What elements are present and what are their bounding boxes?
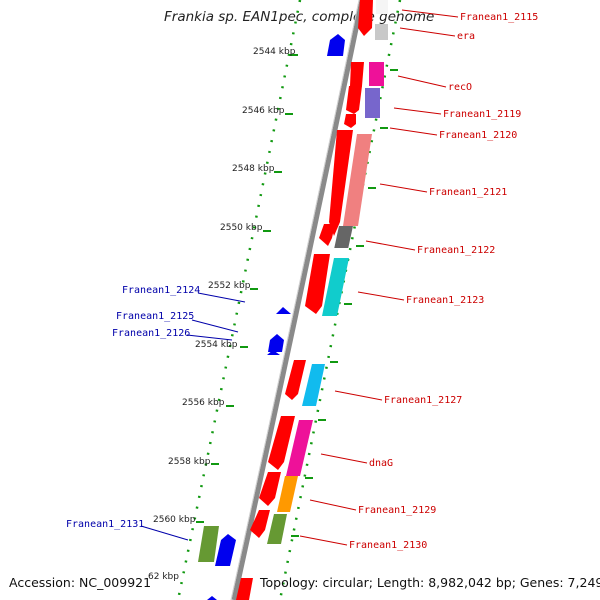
leader-franean1-2123 — [357, 291, 405, 301]
label-franean1-2115[interactable]: Franean1_2115 — [460, 12, 538, 23]
leader-era — [399, 27, 456, 37]
leader-franean1-2124 — [197, 292, 246, 303]
gene-franean1-2130-category — [267, 514, 287, 544]
leader-dnaG — [320, 453, 368, 464]
tick-label-2554: 2554 kbp — [195, 340, 238, 350]
label-franean1-2130[interactable]: Franean1_2130 — [349, 540, 427, 551]
label-franean1-2120[interactable]: Franean1_2120 — [439, 130, 517, 141]
gene-franean1-2129-category — [277, 476, 298, 512]
tick-label-2544: 2544 kbp — [253, 47, 296, 57]
leader-franean1-2127 — [334, 390, 383, 401]
tick-label-2556: 2556 kbp — [182, 398, 225, 408]
gene-era-category — [375, 24, 388, 40]
tick-label-2548: 2548 kbp — [232, 164, 275, 174]
leader-recO — [397, 75, 447, 88]
gene-franean1-2120[interactable] — [344, 114, 356, 128]
gene-franean1-2125[interactable] — [268, 334, 284, 352]
gene-franean1-2127[interactable] — [285, 360, 306, 400]
forward-genes — [236, 0, 388, 600]
tick-label-2546: 2546 kbp — [242, 106, 285, 116]
gene-franean1-2127-category — [302, 364, 325, 406]
gene-franean1-2121-category — [343, 134, 372, 226]
leader-franean1-2119 — [393, 107, 442, 115]
label-franean1-2126[interactable]: Franean1_2126 — [112, 328, 190, 339]
gene-franean1-2122[interactable] — [319, 224, 335, 246]
label-era[interactable]: era — [457, 31, 475, 42]
tick-marks: 2544 kbp 2546 kbp 2548 kbp 2550 kbp 2552… — [148, 47, 398, 582]
tick-label-2552: 2552 kbp — [208, 281, 251, 291]
label-franean1-2127[interactable]: Franean1_2127 — [384, 395, 462, 406]
label-franean1-2131[interactable]: Franean1_2131 — [66, 519, 144, 530]
gene-franean1-2130[interactable] — [250, 510, 270, 538]
label-franean1-2122[interactable]: Franean1_2122 — [417, 245, 495, 256]
gene-franean1-2115[interactable] — [358, 0, 373, 36]
genome-stats-text: Topology: circular; Length: 8,982,042 bp… — [260, 575, 600, 590]
leader-franean1-2126 — [186, 334, 233, 341]
tick-label-2558: 2558 kbp — [168, 457, 211, 467]
leader-franean1-2120 — [389, 127, 438, 136]
gene-dnaG-category — [286, 420, 313, 476]
gene-bottom[interactable] — [236, 578, 253, 600]
gene-franean1-2123[interactable] — [305, 254, 330, 314]
genome-backbone — [231, 0, 365, 600]
gene-franean1-2122-category — [334, 226, 353, 248]
right-gene-labels: Franean1_2115 era recO Franean1_2119 Fra… — [349, 12, 538, 551]
gene-reverse-top[interactable] — [327, 34, 345, 56]
label-franean1-2119[interactable]: Franean1_2119 — [443, 109, 521, 120]
gene-franean1-2119[interactable] — [346, 86, 362, 114]
gene-dnaG[interactable] — [268, 416, 295, 470]
genome-backbone-highlight — [230, 0, 360, 600]
label-franean1-2125[interactable]: Franean1_2125 — [116, 311, 194, 322]
label-dnaG[interactable]: dnaG — [369, 458, 393, 469]
reverse-genes — [198, 34, 345, 600]
leader-franean1-2125 — [191, 319, 239, 333]
gene-franean1-2121[interactable] — [329, 130, 353, 236]
label-franean1-2129[interactable]: Franean1_2129 — [358, 505, 436, 516]
gene-reverse-bottom[interactable] — [207, 596, 217, 600]
gene-recO-category — [369, 62, 384, 86]
right-leader-lines — [299, 9, 459, 546]
gene-franean1-2124[interactable] — [276, 307, 291, 314]
gene-franean1-2115-category — [376, 0, 388, 14]
gene-franean1-2131-category — [198, 526, 219, 562]
gene-franean1-2126[interactable] — [267, 350, 280, 355]
leader-franean1-2122 — [365, 240, 416, 251]
leader-franean1-2115 — [401, 9, 459, 18]
label-recO[interactable]: recO — [448, 82, 472, 93]
tick-label-2560: 2560 kbp — [153, 515, 196, 525]
gene-franean1-2123-category — [322, 258, 349, 316]
leader-franean1-2121 — [379, 183, 428, 193]
leader-franean1-2129 — [309, 499, 357, 511]
left-gene-labels: Franean1_2124 Franean1_2125 Franean1_212… — [66, 285, 200, 530]
tick-label-2550: 2550 kbp — [220, 223, 263, 233]
left-leader-lines — [140, 292, 246, 541]
accession-text: Accession: NC_009921 — [9, 575, 152, 590]
leader-franean1-2130 — [299, 535, 348, 546]
label-franean1-2124[interactable]: Franean1_2124 — [122, 285, 200, 296]
gene-franean1-2119-category — [365, 88, 380, 118]
label-franean1-2121[interactable]: Franean1_2121 — [429, 187, 507, 198]
gene-franean1-2131[interactable] — [215, 534, 236, 566]
tick-label-2562: 62 kbp — [148, 572, 179, 582]
gene-franean1-2129[interactable] — [259, 472, 281, 506]
leader-franean1-2131 — [140, 525, 189, 541]
label-franean1-2123[interactable]: Franean1_2123 — [406, 295, 484, 306]
